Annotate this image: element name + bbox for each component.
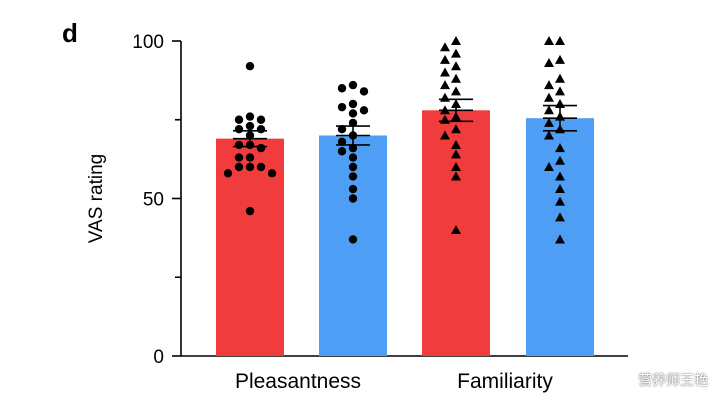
data-point <box>451 61 461 71</box>
data-point <box>234 115 244 124</box>
y-tick-label: 0 <box>153 347 164 368</box>
data-point <box>544 162 554 171</box>
data-point <box>256 143 266 153</box>
data-point <box>555 184 565 194</box>
data-point <box>440 114 450 124</box>
data-point <box>555 234 565 244</box>
data-point <box>440 67 450 77</box>
data-point <box>440 130 450 140</box>
data-point <box>245 121 255 131</box>
data-point <box>245 162 255 172</box>
data-point <box>440 80 450 90</box>
data-point <box>245 140 255 150</box>
data-point <box>234 162 244 172</box>
watermark: 营养师王艳 <box>638 373 708 389</box>
data-point <box>348 172 358 181</box>
data-point <box>555 155 565 165</box>
data-point <box>544 117 554 127</box>
y-tick-label: 100 <box>132 32 164 53</box>
data-point <box>234 153 244 162</box>
data-point <box>348 143 358 153</box>
data-point <box>337 102 347 112</box>
panel-label: d <box>62 18 78 48</box>
data-point <box>348 80 358 90</box>
data-point <box>544 80 554 90</box>
data-point <box>256 125 266 134</box>
data-point <box>348 153 358 162</box>
data-point <box>451 171 461 181</box>
y-tick-label: 50 <box>143 190 164 211</box>
data-point <box>234 140 244 150</box>
data-point <box>348 235 358 244</box>
y-axis-title: VAS rating <box>86 154 107 243</box>
data-point <box>245 61 255 71</box>
data-point <box>245 153 255 162</box>
data-point <box>348 131 358 140</box>
data-point <box>256 115 266 124</box>
data-point <box>256 162 266 172</box>
data-point <box>348 184 358 194</box>
data-point <box>245 206 255 216</box>
data-point <box>348 194 358 203</box>
data-point <box>337 84 347 93</box>
data-point <box>555 73 565 83</box>
category-labels: Pleasantness Familiarity <box>235 370 553 393</box>
data-point <box>451 99 461 108</box>
data-point <box>451 73 461 83</box>
data-point <box>544 105 554 115</box>
data-point <box>440 105 450 115</box>
data-point <box>440 42 450 52</box>
data-point <box>337 125 347 134</box>
data-point <box>440 54 450 64</box>
data-point <box>544 58 554 68</box>
data-point <box>451 139 461 149</box>
data-point <box>451 149 461 159</box>
data-point <box>359 87 369 96</box>
data-point <box>555 54 565 64</box>
data-point <box>451 48 461 58</box>
error-bars <box>233 98 577 148</box>
data-point <box>555 86 565 96</box>
data-point <box>451 162 461 171</box>
data-point <box>234 125 244 134</box>
data-point <box>337 137 347 146</box>
data-points <box>223 36 565 244</box>
data-point <box>337 147 347 156</box>
data-point <box>555 99 565 108</box>
data-point <box>359 106 369 115</box>
data-point <box>348 118 358 128</box>
data-point <box>451 225 461 234</box>
data-point <box>555 124 565 134</box>
data-point <box>451 86 461 96</box>
data-point <box>440 92 450 102</box>
data-point <box>555 111 565 121</box>
data-point <box>348 162 358 172</box>
data-point <box>544 130 554 140</box>
x-category-label: Pleasantness <box>235 370 361 393</box>
data-point <box>348 109 358 118</box>
data-point <box>451 36 461 45</box>
data-point <box>451 111 461 121</box>
data-point <box>245 131 255 140</box>
data-point <box>555 143 565 153</box>
data-point <box>544 36 554 45</box>
bars <box>216 110 594 356</box>
data-point <box>555 36 565 45</box>
x-category-label: Familiarity <box>457 370 553 393</box>
data-point <box>555 212 565 222</box>
data-point <box>348 99 358 109</box>
data-point <box>223 169 233 178</box>
data-point <box>544 92 554 102</box>
data-point <box>555 171 565 181</box>
data-point <box>267 169 277 178</box>
data-point <box>245 112 255 121</box>
data-point <box>555 196 565 206</box>
data-point <box>451 124 461 134</box>
